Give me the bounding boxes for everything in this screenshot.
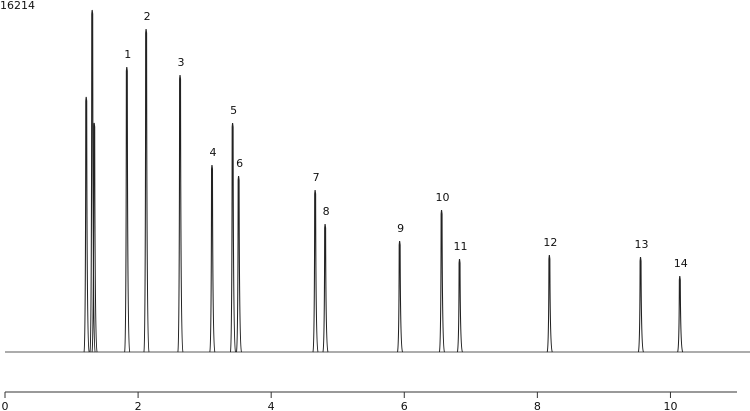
peak <box>312 189 319 353</box>
peak-label: 10 <box>436 191 450 204</box>
peak <box>677 275 684 353</box>
peak-label: 6 <box>236 157 243 170</box>
peak <box>177 74 184 353</box>
peak-label: 2 <box>144 10 151 23</box>
x-tick-label: 10 <box>663 400 677 411</box>
x-tick-label: 0 <box>2 400 9 411</box>
y-tick-label: 16214 <box>0 0 35 12</box>
peak-label: 14 <box>674 257 688 270</box>
peak-label: 11 <box>454 240 468 253</box>
peak <box>637 256 645 353</box>
peak-label: 9 <box>397 222 404 235</box>
x-tick-label: 2 <box>135 400 142 411</box>
peak-label: 1 <box>124 48 131 61</box>
peak <box>143 28 150 353</box>
peak <box>396 240 404 353</box>
peak <box>83 96 90 353</box>
peak-label: 5 <box>230 104 237 117</box>
peak-label: 3 <box>178 56 185 69</box>
x-tick-label: 8 <box>534 400 541 411</box>
peak-label: 8 <box>323 205 330 218</box>
peak <box>456 258 464 353</box>
peak-label: 7 <box>313 171 320 184</box>
peak <box>322 223 329 353</box>
peak <box>209 164 216 353</box>
peak <box>89 9 96 353</box>
x-tick-label: 4 <box>268 400 275 411</box>
x-tick-label: 6 <box>401 400 408 411</box>
peak <box>438 209 446 353</box>
peak <box>546 254 553 353</box>
peak <box>91 122 98 353</box>
peak <box>229 122 237 353</box>
peak-label: 12 <box>543 236 557 249</box>
peak-label: 13 <box>635 238 649 251</box>
peak <box>124 66 131 353</box>
peak-label: 4 <box>209 146 216 159</box>
peak <box>235 175 243 353</box>
